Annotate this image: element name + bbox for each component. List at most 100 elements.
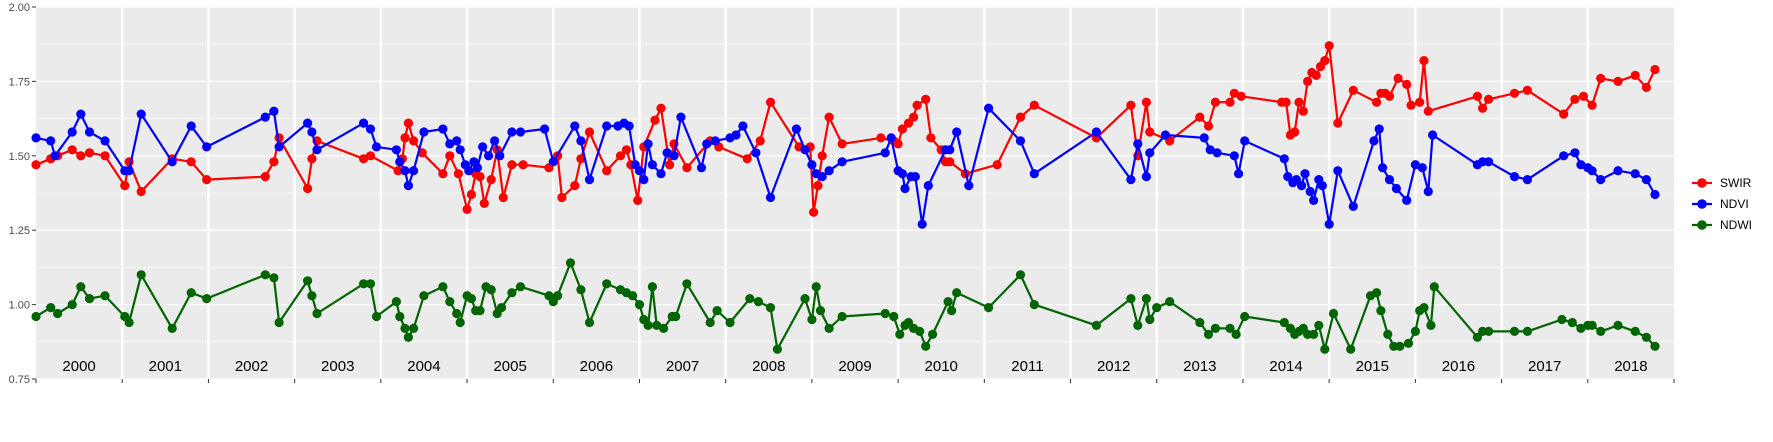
swir-point	[359, 154, 369, 164]
swir-point	[602, 166, 612, 176]
swir-point	[837, 139, 847, 149]
ndvi-point	[490, 136, 500, 146]
ndvi-point	[1369, 136, 1379, 146]
ndvi-point	[1283, 172, 1293, 182]
ndvi-point	[1145, 148, 1155, 158]
ndvi-point	[409, 166, 419, 176]
swir-point	[100, 151, 110, 161]
year-label: 2002	[235, 358, 268, 375]
swir-point	[307, 154, 317, 164]
ndwi-point	[445, 297, 455, 307]
swir-point	[1145, 127, 1155, 137]
ndwi-point	[659, 323, 669, 333]
ndwi-point	[1630, 326, 1640, 336]
ndwi-point	[811, 282, 821, 292]
year-label: 2008	[752, 358, 785, 375]
swir-point	[1298, 106, 1308, 116]
ndvi-point	[639, 175, 649, 185]
ndvi-point	[1133, 139, 1143, 149]
swir-point	[570, 181, 580, 191]
ndwi-point	[643, 320, 653, 330]
ndvi-point	[472, 163, 482, 173]
y-tick-label: 1.50	[9, 151, 30, 163]
ndwi-point	[1346, 344, 1356, 354]
swir-point	[1236, 91, 1246, 101]
year-label: 2001	[149, 358, 182, 375]
ndwi-point	[1279, 317, 1289, 328]
ndwi-point	[1426, 320, 1436, 330]
ndwi-point	[895, 329, 905, 339]
swir-point	[1630, 70, 1640, 80]
ndvi-point	[751, 148, 761, 158]
year-label: 2006	[580, 358, 613, 375]
swir-point	[518, 160, 528, 170]
ndwi-point	[1596, 326, 1606, 336]
swir-point	[303, 183, 313, 194]
swir-point	[1210, 97, 1220, 107]
ndwi-point	[1557, 314, 1567, 325]
swir-point	[400, 133, 410, 143]
ndwi-point	[1165, 297, 1175, 307]
ndvi-point	[1522, 175, 1532, 185]
swir-point	[136, 186, 146, 197]
ndwi-point	[53, 308, 63, 319]
ndwi-point	[928, 329, 938, 339]
ndvi-point	[1630, 169, 1640, 179]
ndvi-point	[624, 121, 634, 131]
y-tick-label: 1.25	[9, 225, 30, 237]
ndvi-point	[1240, 136, 1250, 146]
y-tick-label: 1.00	[9, 300, 30, 312]
ndvi-point	[1279, 154, 1289, 164]
swir-point	[1281, 97, 1291, 107]
legend-item-swir: SWIR	[1692, 176, 1752, 190]
ndwi-point	[880, 308, 890, 319]
ndvi-point	[1384, 175, 1395, 185]
ndwi-point	[705, 317, 715, 328]
ndwi-point	[807, 314, 817, 325]
ndwi-point	[1403, 338, 1414, 348]
ndvi-point	[167, 157, 177, 167]
swir-point	[1596, 73, 1606, 83]
year-label: 2007	[666, 358, 699, 375]
ndwi-point	[303, 276, 313, 286]
ndwi-point	[725, 317, 735, 328]
swir-point	[1384, 91, 1395, 101]
ndvi-point	[1596, 175, 1606, 185]
ndwi-point	[1376, 306, 1386, 316]
year-label: 2003	[321, 358, 354, 375]
ndwi-point	[136, 270, 146, 280]
swir-point	[909, 112, 919, 122]
legend-label: NDWI	[1720, 218, 1752, 232]
ndvi-point	[403, 181, 413, 191]
swir-point	[1522, 85, 1532, 95]
ndwi-point	[419, 291, 429, 301]
ndvi-point	[656, 169, 666, 179]
swir-point	[576, 154, 586, 164]
ndvi-point	[186, 121, 196, 131]
ndvi-point	[1417, 163, 1427, 173]
year-label: 2000	[62, 358, 95, 375]
swir-point	[992, 160, 1002, 170]
ndwi-point	[1231, 329, 1241, 339]
ndvi-point	[1348, 201, 1358, 211]
ndwi-point	[921, 341, 931, 351]
ndvi-point	[1428, 130, 1438, 140]
ndwi-point	[889, 311, 899, 322]
year-label: 2017	[1528, 358, 1561, 375]
ndwi-point	[1314, 320, 1324, 330]
ndvi-point	[1234, 169, 1244, 179]
swir-point	[1478, 103, 1488, 113]
ndwi-point	[553, 291, 563, 301]
swir-point	[921, 94, 931, 104]
ndvi-point	[1576, 160, 1586, 170]
ndvi-point	[1015, 136, 1026, 146]
ndwi-point	[1328, 308, 1339, 319]
ndwi-point	[1472, 332, 1482, 342]
ndwi-point	[1195, 317, 1205, 328]
swir-point	[1406, 100, 1416, 110]
swir-point	[897, 124, 908, 134]
swir-point	[912, 100, 922, 110]
ndwi-point	[124, 317, 134, 328]
swir-point	[393, 166, 403, 176]
ndwi-point	[1587, 320, 1597, 330]
